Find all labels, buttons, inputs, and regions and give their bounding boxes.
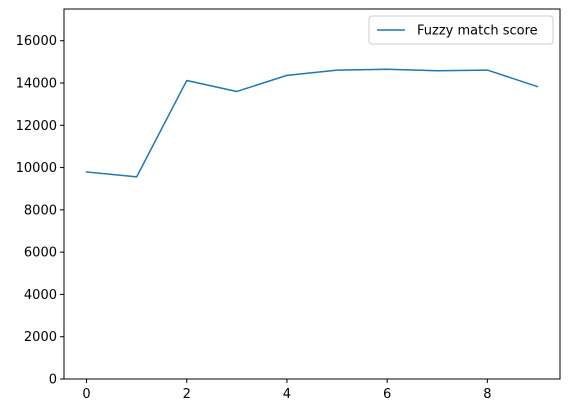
x-tick-label: 8 [483, 387, 491, 402]
x-tick-label: 2 [183, 387, 191, 402]
y-tick-label: 14000 [16, 77, 57, 92]
legend: Fuzzy match score [369, 16, 553, 44]
y-tick-label: 4000 [24, 288, 57, 303]
x-tick-label: 4 [283, 387, 291, 402]
y-tick-label: 8000 [24, 203, 57, 218]
y-tick-label: 16000 [16, 34, 57, 49]
y-tick-label: 2000 [24, 330, 57, 345]
y-tick-label: 6000 [24, 246, 57, 261]
y-tick-label: 12000 [16, 119, 57, 134]
y-tick-label: 10000 [16, 161, 57, 176]
x-tick-label: 6 [383, 387, 391, 402]
x-tick-label: 0 [82, 387, 90, 402]
y-tick-label: 0 [49, 373, 57, 388]
legend-label: Fuzzy match score [417, 24, 538, 39]
